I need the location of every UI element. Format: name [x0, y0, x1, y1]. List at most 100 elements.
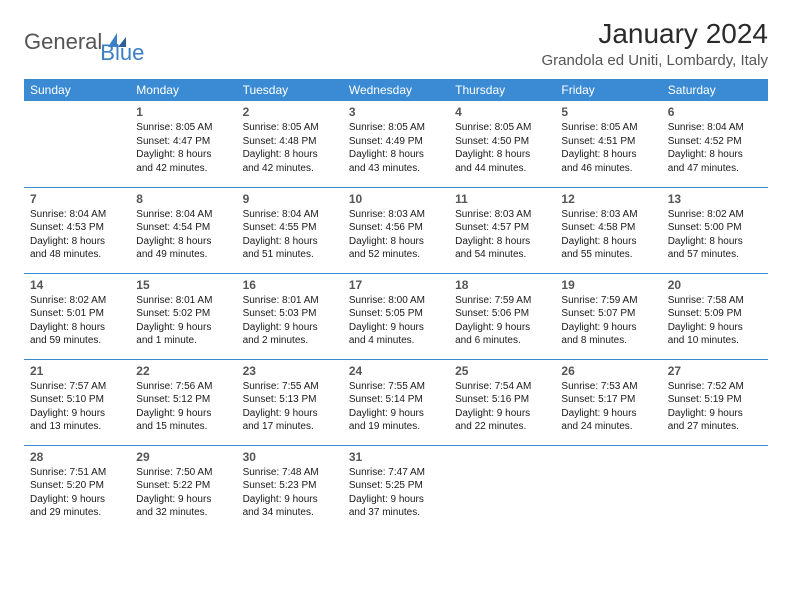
day-number: 30	[243, 449, 337, 465]
sunset-line: Sunset: 5:01 PM	[30, 307, 124, 321]
day-number: 11	[455, 191, 549, 207]
day-number: 12	[561, 191, 655, 207]
calendar-day-cell: 16Sunrise: 8:01 AMSunset: 5:03 PMDayligh…	[237, 273, 343, 359]
calendar-day-cell: 7Sunrise: 8:04 AMSunset: 4:53 PMDaylight…	[24, 187, 130, 273]
daylight-line: Daylight: 8 hours and 46 minutes.	[561, 148, 655, 175]
daylight-line: Daylight: 9 hours and 29 minutes.	[30, 493, 124, 520]
daylight-line: Daylight: 9 hours and 13 minutes.	[30, 407, 124, 434]
day-number: 31	[349, 449, 443, 465]
day-number: 18	[455, 277, 549, 293]
sunrise-line: Sunrise: 8:04 AM	[243, 208, 337, 222]
calendar-day-cell: 29Sunrise: 7:50 AMSunset: 5:22 PMDayligh…	[130, 445, 236, 531]
daylight-line: Daylight: 9 hours and 22 minutes.	[455, 407, 549, 434]
day-number: 2	[243, 104, 337, 120]
calendar-day-cell: 24Sunrise: 7:55 AMSunset: 5:14 PMDayligh…	[343, 359, 449, 445]
calendar-day-cell: 27Sunrise: 7:52 AMSunset: 5:19 PMDayligh…	[662, 359, 768, 445]
sunset-line: Sunset: 5:20 PM	[30, 479, 124, 493]
calendar-day-cell: 4Sunrise: 8:05 AMSunset: 4:50 PMDaylight…	[449, 101, 555, 187]
daylight-line: Daylight: 8 hours and 55 minutes.	[561, 235, 655, 262]
day-number: 13	[668, 191, 762, 207]
daylight-line: Daylight: 9 hours and 24 minutes.	[561, 407, 655, 434]
sunrise-line: Sunrise: 8:05 AM	[136, 121, 230, 135]
calendar-day-cell: 14Sunrise: 8:02 AMSunset: 5:01 PMDayligh…	[24, 273, 130, 359]
sunset-line: Sunset: 5:10 PM	[30, 393, 124, 407]
sunset-line: Sunset: 5:19 PM	[668, 393, 762, 407]
logo-text-general: General	[24, 29, 102, 55]
sunset-line: Sunset: 5:06 PM	[455, 307, 549, 321]
sunset-line: Sunset: 5:16 PM	[455, 393, 549, 407]
day-number: 25	[455, 363, 549, 379]
day-number: 17	[349, 277, 443, 293]
header: General Blue January 2024 Grandola ed Un…	[24, 18, 768, 69]
daylight-line: Daylight: 9 hours and 27 minutes.	[668, 407, 762, 434]
sunrise-line: Sunrise: 7:55 AM	[349, 380, 443, 394]
sunrise-line: Sunrise: 7:55 AM	[243, 380, 337, 394]
sunset-line: Sunset: 4:47 PM	[136, 135, 230, 149]
sunset-line: Sunset: 5:13 PM	[243, 393, 337, 407]
daylight-line: Daylight: 9 hours and 2 minutes.	[243, 321, 337, 348]
calendar-day-cell: 2Sunrise: 8:05 AMSunset: 4:48 PMDaylight…	[237, 101, 343, 187]
day-number: 14	[30, 277, 124, 293]
calendar-empty-cell	[662, 445, 768, 531]
weekday-header: Tuesday	[237, 79, 343, 101]
calendar-day-cell: 11Sunrise: 8:03 AMSunset: 4:57 PMDayligh…	[449, 187, 555, 273]
sunrise-line: Sunrise: 8:02 AM	[30, 294, 124, 308]
daylight-line: Daylight: 8 hours and 48 minutes.	[30, 235, 124, 262]
sunrise-line: Sunrise: 8:01 AM	[243, 294, 337, 308]
day-number: 7	[30, 191, 124, 207]
calendar-day-cell: 10Sunrise: 8:03 AMSunset: 4:56 PMDayligh…	[343, 187, 449, 273]
day-number: 16	[243, 277, 337, 293]
sunrise-line: Sunrise: 8:02 AM	[668, 208, 762, 222]
daylight-line: Daylight: 8 hours and 51 minutes.	[243, 235, 337, 262]
calendar-day-cell: 17Sunrise: 8:00 AMSunset: 5:05 PMDayligh…	[343, 273, 449, 359]
calendar-day-cell: 28Sunrise: 7:51 AMSunset: 5:20 PMDayligh…	[24, 445, 130, 531]
logo: General Blue	[24, 18, 144, 66]
daylight-line: Daylight: 8 hours and 52 minutes.	[349, 235, 443, 262]
sunset-line: Sunset: 4:56 PM	[349, 221, 443, 235]
daylight-line: Daylight: 8 hours and 49 minutes.	[136, 235, 230, 262]
calendar-table: SundayMondayTuesdayWednesdayThursdayFrid…	[24, 79, 768, 531]
weekday-header: Monday	[130, 79, 236, 101]
calendar-day-cell: 18Sunrise: 7:59 AMSunset: 5:06 PMDayligh…	[449, 273, 555, 359]
daylight-line: Daylight: 8 hours and 57 minutes.	[668, 235, 762, 262]
calendar-empty-cell	[24, 101, 130, 187]
calendar-day-cell: 30Sunrise: 7:48 AMSunset: 5:23 PMDayligh…	[237, 445, 343, 531]
weekday-header: Thursday	[449, 79, 555, 101]
sunset-line: Sunset: 4:55 PM	[243, 221, 337, 235]
sunset-line: Sunset: 4:49 PM	[349, 135, 443, 149]
title-block: January 2024 Grandola ed Uniti, Lombardy…	[541, 18, 768, 69]
day-number: 4	[455, 104, 549, 120]
sunrise-line: Sunrise: 7:52 AM	[668, 380, 762, 394]
daylight-line: Daylight: 8 hours and 42 minutes.	[136, 148, 230, 175]
sunrise-line: Sunrise: 7:48 AM	[243, 466, 337, 480]
sunset-line: Sunset: 4:58 PM	[561, 221, 655, 235]
day-number: 8	[136, 191, 230, 207]
daylight-line: Daylight: 9 hours and 8 minutes.	[561, 321, 655, 348]
sunrise-line: Sunrise: 8:04 AM	[668, 121, 762, 135]
sunset-line: Sunset: 5:23 PM	[243, 479, 337, 493]
day-number: 15	[136, 277, 230, 293]
calendar-day-cell: 15Sunrise: 8:01 AMSunset: 5:02 PMDayligh…	[130, 273, 236, 359]
day-number: 3	[349, 104, 443, 120]
day-number: 20	[668, 277, 762, 293]
calendar-day-cell: 26Sunrise: 7:53 AMSunset: 5:17 PMDayligh…	[555, 359, 661, 445]
sunset-line: Sunset: 4:51 PM	[561, 135, 655, 149]
day-number: 22	[136, 363, 230, 379]
sunrise-line: Sunrise: 7:59 AM	[561, 294, 655, 308]
daylight-line: Daylight: 8 hours and 59 minutes.	[30, 321, 124, 348]
calendar-week-row: 14Sunrise: 8:02 AMSunset: 5:01 PMDayligh…	[24, 273, 768, 359]
day-number: 21	[30, 363, 124, 379]
calendar-day-cell: 13Sunrise: 8:02 AMSunset: 5:00 PMDayligh…	[662, 187, 768, 273]
day-number: 5	[561, 104, 655, 120]
day-number: 26	[561, 363, 655, 379]
calendar-day-cell: 20Sunrise: 7:58 AMSunset: 5:09 PMDayligh…	[662, 273, 768, 359]
calendar-day-cell: 23Sunrise: 7:55 AMSunset: 5:13 PMDayligh…	[237, 359, 343, 445]
sunrise-line: Sunrise: 7:50 AM	[136, 466, 230, 480]
day-number: 28	[30, 449, 124, 465]
calendar-day-cell: 9Sunrise: 8:04 AMSunset: 4:55 PMDaylight…	[237, 187, 343, 273]
month-title: January 2024	[541, 18, 768, 50]
sunrise-line: Sunrise: 7:56 AM	[136, 380, 230, 394]
daylight-line: Daylight: 9 hours and 32 minutes.	[136, 493, 230, 520]
sunrise-line: Sunrise: 8:03 AM	[455, 208, 549, 222]
daylight-line: Daylight: 9 hours and 15 minutes.	[136, 407, 230, 434]
